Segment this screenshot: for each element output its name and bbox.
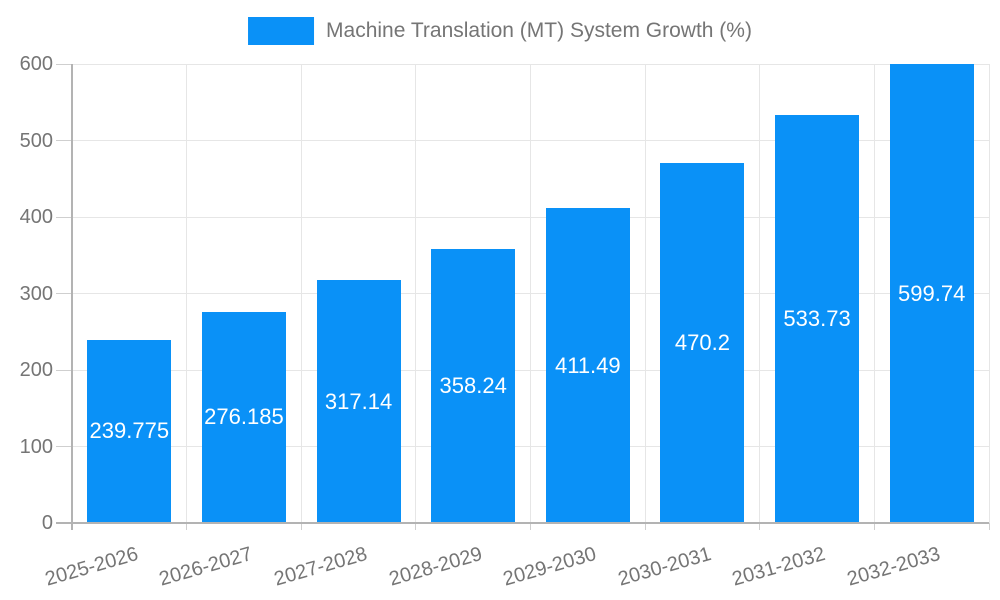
bar-value-label: 599.74 bbox=[898, 280, 966, 306]
x-gridline bbox=[644, 64, 646, 523]
y-tick-mark bbox=[56, 293, 72, 294]
bar[interactable]: 533.73 bbox=[775, 114, 860, 523]
y-tick-label: 400 bbox=[19, 206, 53, 228]
x-tick-mark bbox=[300, 523, 302, 530]
bar[interactable]: 276.185 bbox=[201, 311, 286, 523]
y-tick-label: 500 bbox=[19, 129, 53, 152]
x-gridline bbox=[988, 64, 990, 523]
x-tick-label: 2032-2033 bbox=[844, 543, 943, 591]
x-tick-label: 2025-2026 bbox=[42, 543, 141, 591]
x-gridline bbox=[530, 64, 531, 523]
x-gridline bbox=[415, 64, 417, 523]
bar-value-label: 533.73 bbox=[783, 305, 851, 331]
x-tick-label: 2031-2032 bbox=[730, 543, 829, 591]
y-tick-mark bbox=[56, 216, 72, 218]
y-tick-mark bbox=[56, 446, 72, 447]
bar-value-label: 276.185 bbox=[204, 404, 284, 430]
x-gridline bbox=[300, 64, 302, 523]
y-tick-mark bbox=[56, 140, 72, 141]
x-tick-label: 2030-2031 bbox=[615, 543, 714, 591]
x-tick-mark bbox=[644, 523, 646, 530]
legend-label: Machine Translation (MT) System Growth (… bbox=[326, 19, 752, 42]
bar[interactable]: 411.49 bbox=[545, 208, 630, 523]
bar-value-label: 317.14 bbox=[324, 388, 393, 414]
x-axis-line bbox=[56, 522, 989, 524]
bar-value-label: 239.775 bbox=[89, 418, 170, 444]
y-tick-label: 100 bbox=[19, 435, 53, 458]
bar-value-label: 358.24 bbox=[439, 372, 507, 398]
chart-legend[interactable]: Machine Translation (MT) System Growth (… bbox=[248, 16, 752, 46]
x-tick-mark bbox=[530, 523, 531, 530]
x-tick-mark bbox=[415, 523, 417, 530]
x-tick-label: 2029-2030 bbox=[500, 543, 599, 591]
bar-value-label: 411.49 bbox=[554, 352, 621, 378]
y-tick-label: 200 bbox=[19, 359, 53, 381]
y-tick-label: 0 bbox=[41, 512, 53, 534]
bar[interactable]: 599.74 bbox=[889, 64, 974, 523]
x-tick-mark bbox=[988, 523, 990, 530]
bar[interactable]: 470.2 bbox=[660, 163, 745, 523]
x-tick-mark bbox=[873, 523, 875, 530]
x-gridline bbox=[873, 64, 875, 523]
bar[interactable]: 358.24 bbox=[431, 248, 516, 523]
x-gridline bbox=[759, 64, 761, 523]
y-axis-line bbox=[71, 64, 73, 530]
y-tick-label: 300 bbox=[19, 282, 53, 305]
y-tick-mark bbox=[56, 63, 72, 65]
y-tick-mark bbox=[56, 369, 72, 371]
bar[interactable]: 239.775 bbox=[87, 339, 172, 523]
legend-swatch-icon bbox=[248, 17, 315, 45]
x-gridline bbox=[186, 64, 188, 523]
x-tick-label: 2028-2029 bbox=[386, 543, 485, 591]
x-tick-label: 2027-2028 bbox=[271, 543, 370, 591]
x-tick-mark bbox=[759, 523, 761, 530]
bar[interactable]: 317.14 bbox=[316, 280, 401, 523]
y-tick-label: 600 bbox=[19, 53, 53, 75]
x-tick-label: 2026-2027 bbox=[156, 543, 256, 591]
bar-value-label: 470.2 bbox=[674, 330, 730, 356]
x-tick-mark bbox=[186, 523, 188, 530]
